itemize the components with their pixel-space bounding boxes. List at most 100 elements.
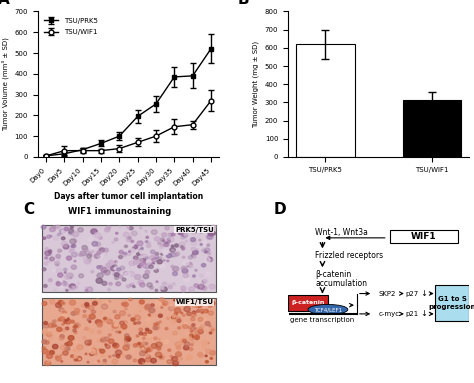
Circle shape [205,360,209,363]
Circle shape [85,353,87,355]
Circle shape [186,302,191,306]
Circle shape [55,355,59,358]
Circle shape [69,277,72,278]
Circle shape [114,323,118,326]
Circle shape [87,258,91,261]
Circle shape [124,250,128,252]
Circle shape [160,244,164,247]
Text: PRK5/TSU: PRK5/TSU [175,227,214,232]
Circle shape [64,317,69,321]
Circle shape [121,324,127,329]
Circle shape [47,360,50,362]
Circle shape [210,332,212,334]
Circle shape [201,286,207,290]
Circle shape [159,355,164,360]
Circle shape [60,355,62,356]
Circle shape [194,332,197,334]
Circle shape [183,345,189,350]
Circle shape [178,303,182,306]
Circle shape [154,254,158,257]
Circle shape [74,260,76,262]
Circle shape [42,349,48,354]
Circle shape [201,318,208,323]
Circle shape [144,231,146,232]
Circle shape [62,314,68,318]
Circle shape [185,240,188,242]
Circle shape [192,311,196,314]
Circle shape [160,356,162,358]
Circle shape [109,334,111,336]
Circle shape [84,259,91,264]
Circle shape [163,301,168,305]
Circle shape [64,272,66,273]
Circle shape [44,324,49,328]
Circle shape [195,249,199,252]
Circle shape [47,333,52,337]
Circle shape [56,282,61,286]
Circle shape [155,342,162,347]
Circle shape [133,285,136,288]
Text: p27: p27 [406,291,419,296]
Circle shape [119,321,124,325]
Circle shape [73,329,76,332]
Circle shape [66,256,72,260]
Circle shape [102,282,107,285]
Circle shape [112,359,118,364]
Circle shape [204,311,206,312]
Circle shape [191,342,194,344]
Circle shape [48,331,52,335]
Circle shape [116,331,118,333]
Circle shape [48,323,54,328]
Circle shape [162,233,167,237]
Circle shape [191,318,195,321]
Circle shape [182,314,185,316]
Circle shape [118,274,120,276]
Circle shape [143,333,146,336]
Circle shape [140,261,146,266]
Circle shape [114,238,118,241]
Circle shape [140,241,142,242]
Circle shape [146,328,149,331]
Circle shape [198,330,203,334]
Circle shape [163,260,165,261]
Circle shape [143,231,146,233]
Circle shape [69,231,73,235]
Circle shape [64,321,66,323]
Circle shape [155,301,161,305]
Circle shape [143,337,145,339]
Circle shape [79,358,81,360]
Circle shape [70,239,76,244]
Circle shape [200,274,203,277]
Circle shape [168,237,174,242]
Circle shape [74,348,79,352]
Text: G1 to S
progression: G1 to S progression [428,296,474,310]
Circle shape [76,357,82,361]
Circle shape [124,300,127,303]
Circle shape [124,344,127,345]
Circle shape [146,355,149,357]
Circle shape [145,332,147,334]
Circle shape [74,308,80,313]
Circle shape [124,252,127,255]
Circle shape [190,330,193,332]
Circle shape [123,321,128,324]
Circle shape [112,264,117,268]
Circle shape [116,232,118,234]
Circle shape [92,250,94,252]
Circle shape [172,315,176,318]
Circle shape [75,340,78,343]
Circle shape [164,242,169,247]
Circle shape [161,242,166,246]
Circle shape [64,268,67,271]
Circle shape [159,246,162,249]
Text: gene transcription: gene transcription [291,317,355,323]
Circle shape [167,283,172,287]
Circle shape [191,237,195,242]
Circle shape [151,304,154,307]
Circle shape [82,314,87,318]
Circle shape [155,339,157,340]
Circle shape [95,242,100,246]
Circle shape [104,248,109,252]
Circle shape [165,242,168,244]
Circle shape [171,319,176,323]
